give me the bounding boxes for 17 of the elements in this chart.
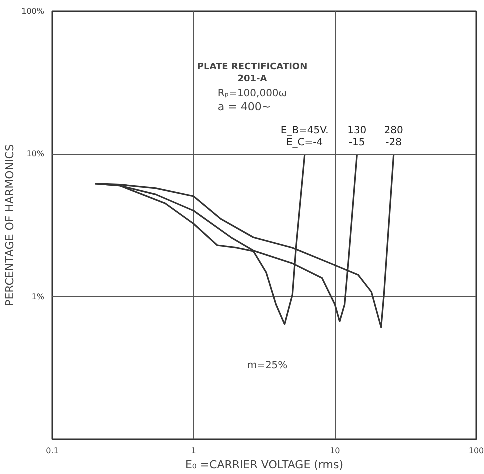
x-axis-title: E₀ =CARRIER VOLTAGE (rms) <box>185 458 344 472</box>
text: 201-A <box>238 74 268 84</box>
text: PLATE RECTIFICATION <box>197 62 308 72</box>
x-tick-label: 0.1 <box>46 446 59 456</box>
x-tick-label: 1 <box>191 446 196 456</box>
series-label: 130 -15 <box>348 125 367 148</box>
x-tick-label: 100 <box>468 446 484 456</box>
series-label: E_B=45V. E_C=-4 <box>280 125 329 148</box>
y-tick-label: 1% <box>32 292 45 302</box>
annotation: m=25% <box>247 360 288 372</box>
annotation: a = 400~ <box>218 100 272 114</box>
x-tick-label: 10 <box>330 446 340 456</box>
y-axis-title: PERCENTAGE OF HARMONICS <box>4 144 17 306</box>
annotation: Rₚ=100,000ω <box>218 88 288 100</box>
series-label: 280 -28 <box>384 125 404 148</box>
y-tick-label: 10% <box>26 150 45 159</box>
y-tick-label: 100% <box>22 7 45 16</box>
